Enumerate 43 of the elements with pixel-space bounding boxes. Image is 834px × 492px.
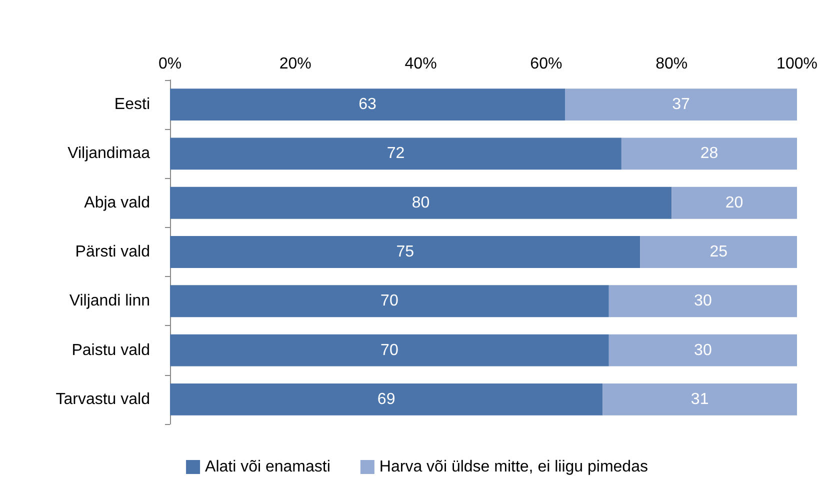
y-tick-label: Tarvastu vald	[56, 390, 150, 408]
x-tick-label: 40%	[404, 56, 437, 72]
bar	[621, 138, 797, 170]
bar	[640, 236, 797, 268]
y-tick-label: Viljandimaa	[68, 145, 150, 162]
data-label: 30	[694, 342, 712, 359]
bar	[170, 236, 640, 268]
data-label: 28	[700, 145, 718, 162]
y-tick-label: Paistu vald	[72, 342, 150, 359]
legend-label: Alati või enamasti	[205, 458, 330, 476]
x-tick-label: 20%	[279, 56, 312, 72]
x-tick-label: 0%	[158, 56, 182, 72]
bar	[602, 383, 797, 416]
y-tick-label: Pärsti vald	[75, 244, 150, 260]
bar	[170, 285, 609, 318]
bar	[170, 334, 609, 366]
data-label: 70	[380, 292, 398, 310]
bar	[608, 285, 797, 318]
legend-label: Harva või üldse mitte, ei liigu pimedas	[379, 458, 648, 476]
data-label: 25	[710, 244, 728, 260]
x-tick-label: 60%	[530, 56, 562, 72]
data-label: 69	[377, 390, 396, 408]
bar	[170, 138, 622, 170]
bar	[170, 383, 603, 416]
bar	[170, 88, 566, 121]
data-label: 72	[386, 145, 405, 162]
y-tick-label: Abja vald	[84, 194, 150, 212]
data-label: 31	[690, 390, 709, 408]
x-tick-label: 80%	[656, 56, 688, 72]
data-label: 75	[396, 244, 414, 260]
data-label: 37	[672, 96, 690, 114]
bar	[565, 88, 797, 121]
bar	[672, 186, 797, 219]
data-label: 80	[412, 194, 430, 212]
bar	[608, 334, 797, 366]
bar	[170, 186, 672, 219]
data-label: 30	[694, 292, 712, 310]
y-tick-label: Viljandi linn	[69, 292, 150, 310]
y-tick-label: Eesti	[114, 96, 150, 114]
data-label: 70	[380, 342, 398, 359]
x-tick-label: 100%	[776, 56, 818, 72]
data-label: 63	[358, 96, 377, 114]
data-label: 20	[725, 194, 744, 212]
